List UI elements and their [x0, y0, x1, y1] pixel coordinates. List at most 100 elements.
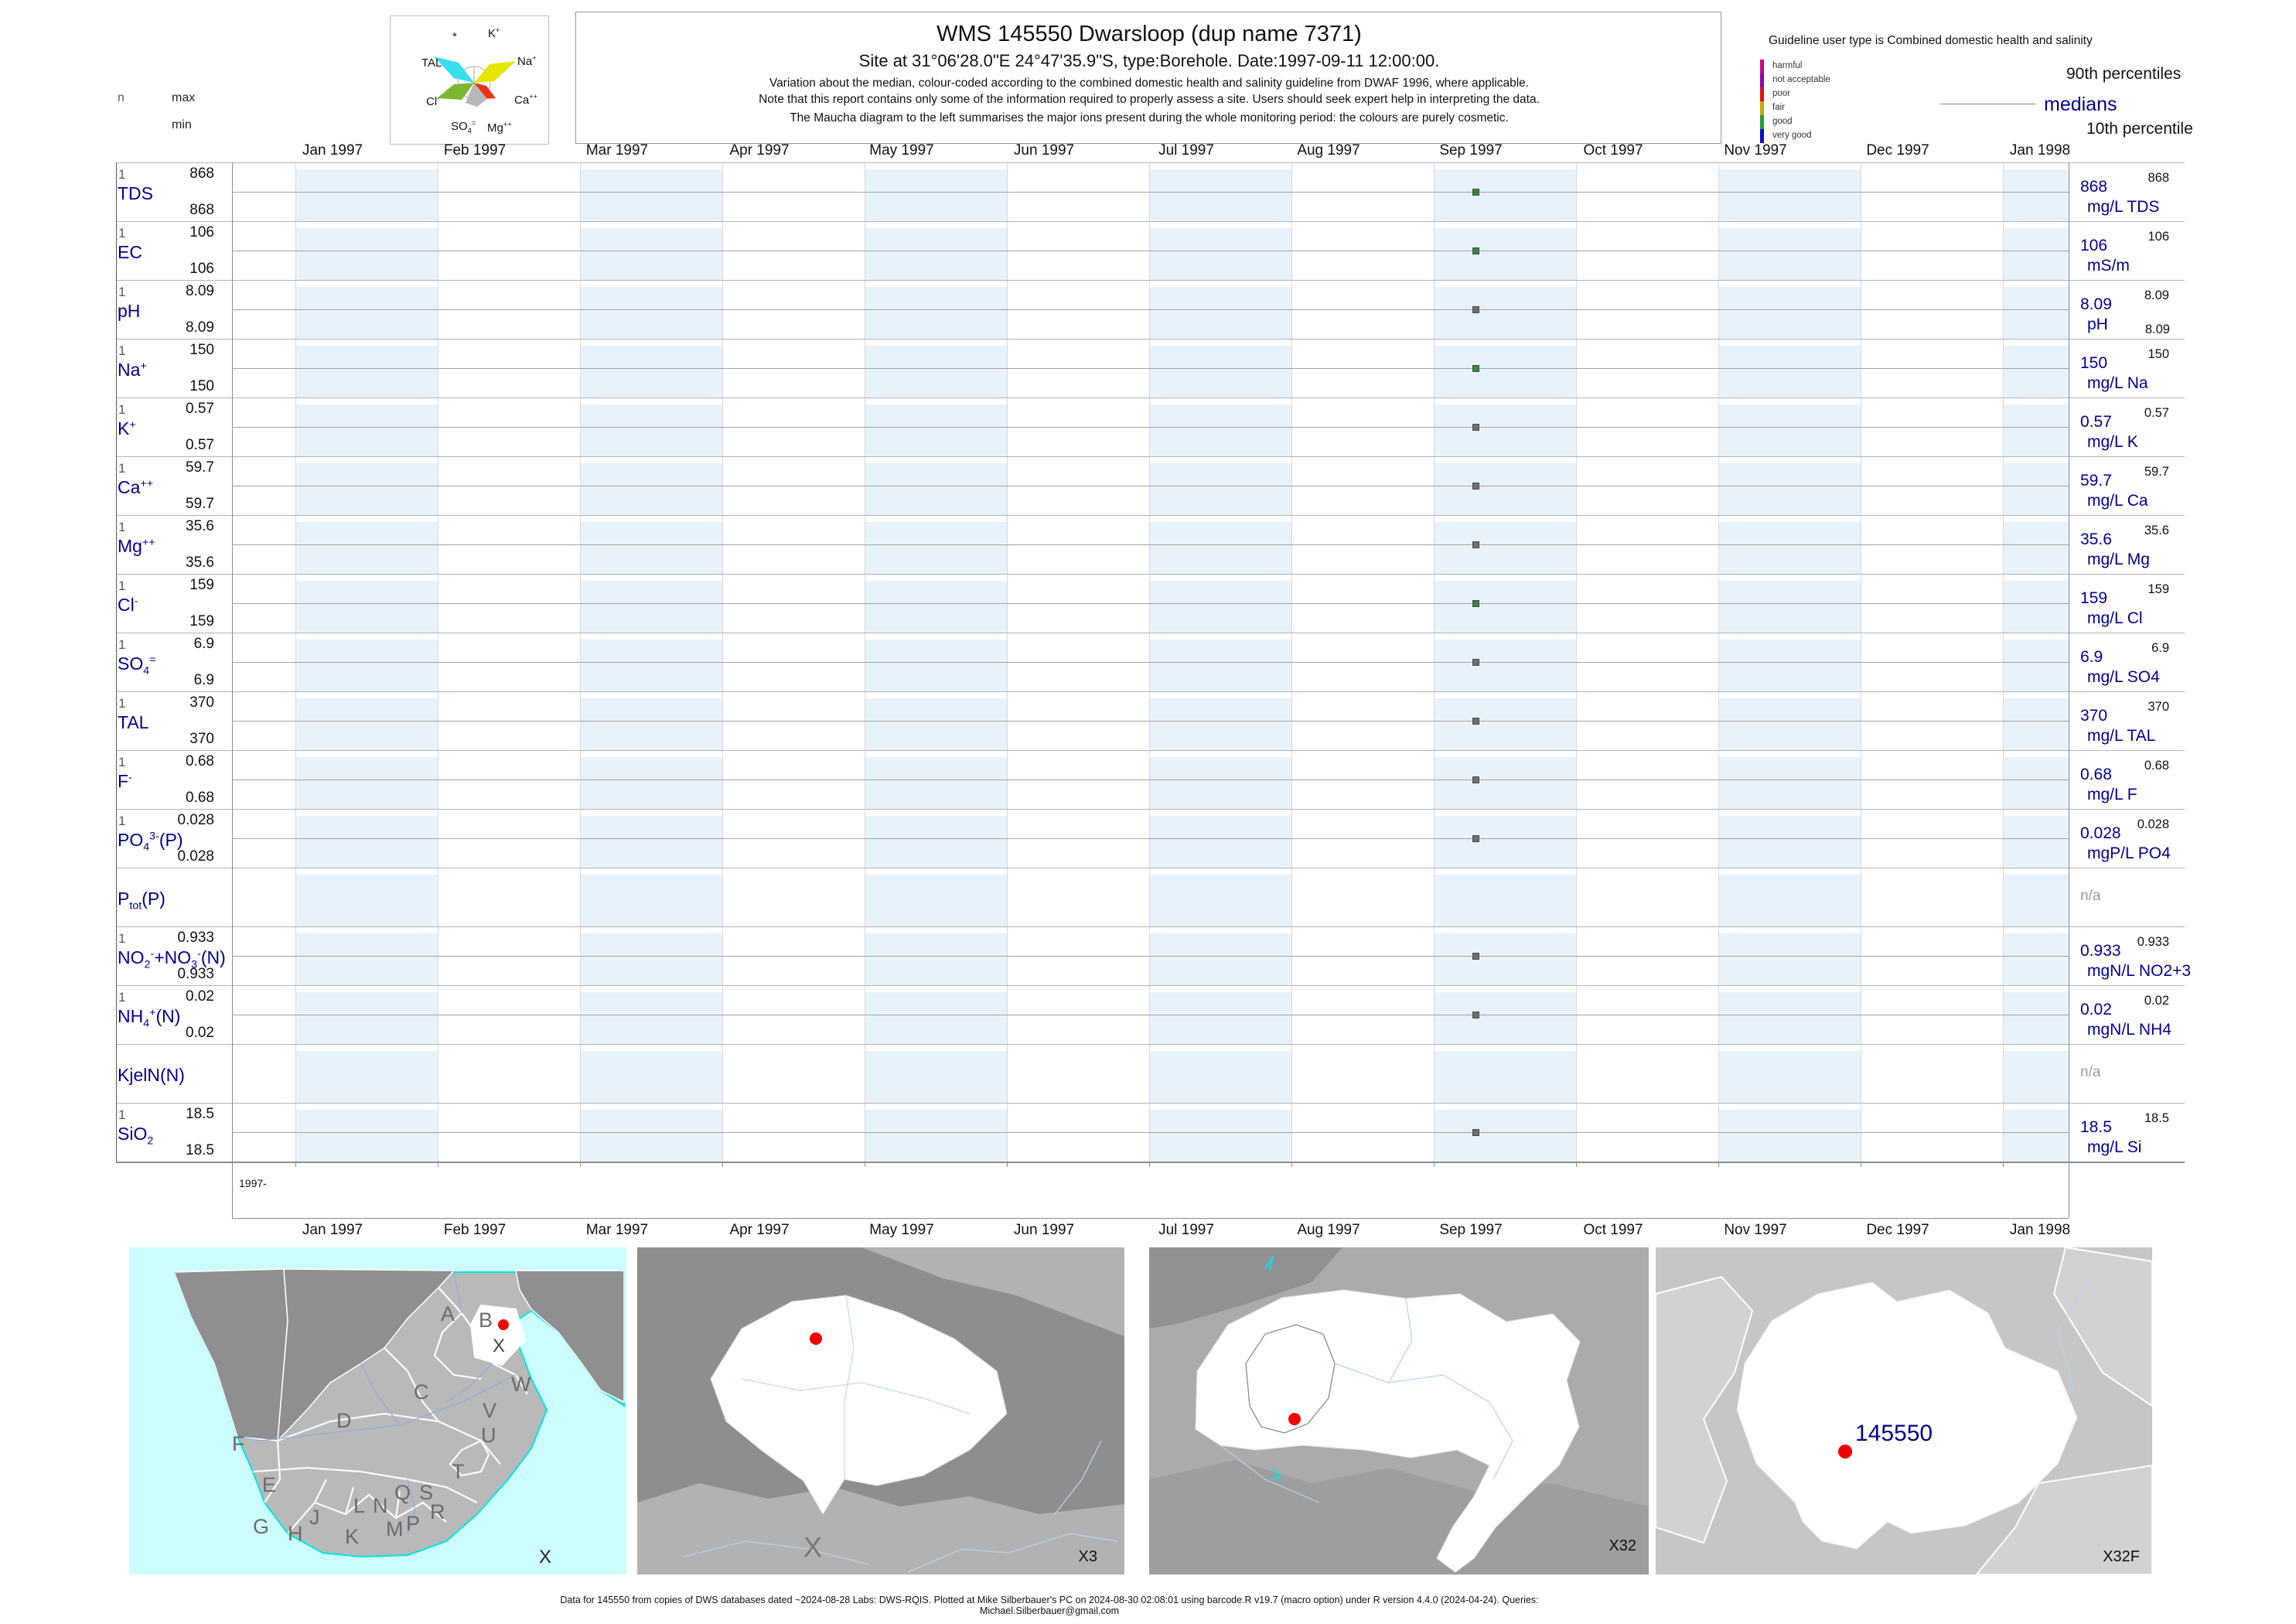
param-min: 8.09 [186, 319, 214, 336]
map2-center-label: X [803, 1531, 822, 1563]
map3-corner-label: X32 [1609, 1537, 1636, 1554]
drainage-region-letter-C: C [414, 1380, 429, 1404]
maucha-label-mg: Mg++ [487, 121, 512, 135]
param-max: 150 [189, 342, 214, 358]
month-band [2003, 228, 2069, 280]
param-name: EC [118, 242, 142, 262]
median-line [232, 192, 2069, 193]
page-subtitle: Site at 31°06'28.0"E 24°47'35.9"S, type:… [858, 51, 1440, 70]
median-line [232, 956, 2069, 957]
median-value: 0.68 [2080, 766, 2112, 783]
median-legend-label: medians [2044, 94, 2117, 115]
month-band [865, 463, 1007, 515]
sample-dot [1472, 1012, 1479, 1018]
month-band [2003, 1051, 2069, 1103]
percentile90-label: 90th percentiles [2066, 65, 2182, 83]
p90-value: 150 [2148, 347, 2169, 361]
param-n: 1 [118, 696, 126, 711]
p90-value: 35.6 [2144, 524, 2169, 537]
param-min: 6.9 [193, 672, 214, 688]
na-label: n/a [2080, 888, 2101, 904]
month-label-top: Jan 1997 [302, 142, 363, 159]
drainage-region-letter-T: T [452, 1460, 465, 1483]
month-band [295, 992, 438, 1044]
median-line [232, 1132, 2069, 1133]
month-band [865, 1110, 1007, 1162]
month-label-top: Feb 1997 [443, 142, 507, 159]
row-separator [116, 162, 2185, 163]
map-region-x32: X32 [1149, 1247, 1649, 1575]
param-n: 1 [118, 755, 126, 769]
map1-corner-label: X [539, 1547, 551, 1568]
median-value: 6.9 [2080, 648, 2103, 666]
drainage-region-letter-G: G [253, 1515, 269, 1538]
month-band [2003, 463, 2069, 515]
median-line [232, 544, 2069, 545]
note-line-3: The Maucha diagram to the left summarise… [790, 111, 1509, 125]
map-catchment-x32f: 145550 X32F [1656, 1247, 2152, 1575]
param-n: 1 [118, 167, 126, 182]
month-band [295, 169, 438, 221]
month-tick [1007, 1162, 1008, 1167]
month-label-bottom: Feb 1997 [443, 1222, 507, 1238]
median-line [232, 603, 2069, 604]
month-tick [1718, 1162, 1719, 1167]
drainage-region-letter-N: N [373, 1494, 388, 1517]
month-band [580, 287, 722, 339]
row-separator [116, 1162, 2185, 1163]
drainage-region-letter-R: R [430, 1500, 445, 1523]
month-tick [1291, 1162, 1292, 1167]
median-line [232, 368, 2069, 369]
month-band [1434, 346, 1576, 397]
month-band [1149, 757, 1291, 809]
month-band [1434, 228, 1576, 280]
drainage-region-letter-S: S [419, 1481, 433, 1504]
median-value: 150 [2080, 354, 2108, 372]
guideline-class-color-fair [1760, 101, 1764, 115]
site-marker-map1 [498, 1319, 509, 1330]
param-max: 370 [189, 694, 214, 711]
site-marker-map2 [810, 1332, 822, 1345]
median-line [232, 309, 2069, 310]
month-band [865, 346, 1007, 397]
sample-dot [1472, 189, 1479, 196]
month-label-top: Jan 1998 [2009, 142, 2071, 159]
month-band [1149, 1051, 1291, 1103]
site-marker-map3 [1288, 1413, 1301, 1425]
guideline-colorbar [1760, 60, 1764, 143]
param-max: 106 [189, 224, 214, 241]
page-title: WMS 145550 Dwarsloop (dup name 7371) [936, 22, 1362, 46]
month-band [1718, 522, 1861, 574]
month-band [2003, 287, 2069, 339]
month-label-bottom: May 1997 [869, 1222, 934, 1238]
drainage-region-letter-Q: Q [394, 1481, 411, 1504]
month-band [580, 169, 722, 221]
median-value: 0.57 [2080, 413, 2112, 431]
month-band [1434, 698, 1576, 750]
month-tick [295, 1162, 296, 1167]
drainage-region-letter-J: J [309, 1506, 320, 1529]
unit-label: mgN/L NH4 [2087, 1021, 2171, 1039]
param-n: 1 [118, 990, 126, 1005]
month-band [865, 757, 1007, 809]
param-n: 1 [118, 814, 126, 828]
param-n: 1 [118, 578, 126, 593]
param-name: Ptot(P) [118, 889, 165, 913]
row-separator [116, 397, 2185, 398]
month-band [2003, 522, 2069, 574]
sample-dot [1472, 953, 1479, 960]
sample-dot [1472, 1129, 1479, 1136]
row-separator [116, 809, 2185, 810]
month-band [580, 1051, 722, 1103]
month-tick [1576, 1162, 1577, 1167]
month-band [580, 522, 722, 574]
month-band [295, 346, 438, 397]
p90-value: 59.7 [2144, 465, 2169, 479]
month-label-top: Aug 1997 [1297, 142, 1360, 159]
p90-value: 6.9 [2151, 641, 2169, 655]
month-band [2003, 875, 2069, 926]
median-value: 159 [2080, 589, 2108, 607]
maucha-wing-cl [437, 83, 474, 100]
month-band [580, 346, 722, 397]
